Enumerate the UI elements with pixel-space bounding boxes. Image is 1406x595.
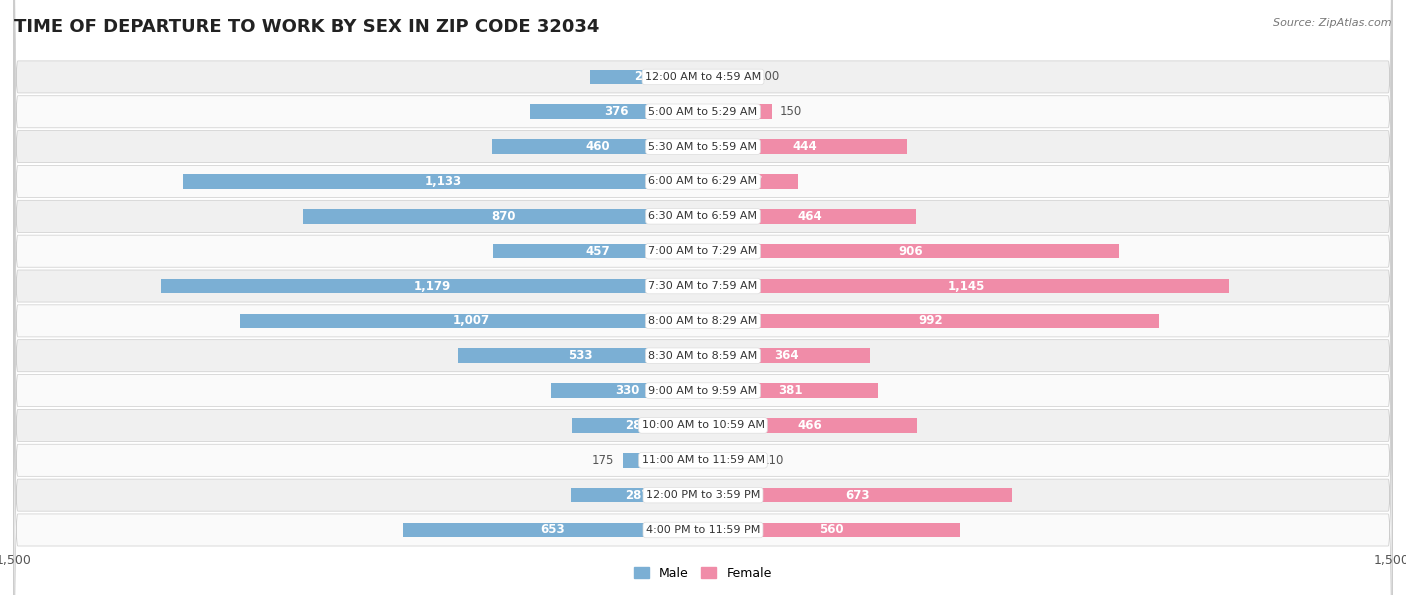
Text: 4:00 PM to 11:59 PM: 4:00 PM to 11:59 PM bbox=[645, 525, 761, 535]
Text: 110: 110 bbox=[762, 454, 785, 466]
Bar bbox=[703, 244, 1119, 258]
Text: 1,133: 1,133 bbox=[425, 175, 461, 188]
Text: 1,145: 1,145 bbox=[948, 280, 984, 293]
Text: 364: 364 bbox=[775, 349, 799, 362]
Text: 175: 175 bbox=[592, 454, 614, 466]
Text: Source: ZipAtlas.com: Source: ZipAtlas.com bbox=[1274, 18, 1392, 28]
Bar bbox=[703, 314, 1159, 328]
Text: 6:30 AM to 6:59 AM: 6:30 AM to 6:59 AM bbox=[648, 211, 758, 221]
Text: 330: 330 bbox=[614, 384, 640, 397]
Text: 1,007: 1,007 bbox=[453, 314, 491, 327]
Bar bbox=[703, 349, 870, 363]
Bar bbox=[162, 278, 703, 293]
Text: 673: 673 bbox=[845, 488, 870, 502]
Text: 560: 560 bbox=[820, 524, 844, 537]
FancyBboxPatch shape bbox=[14, 0, 1392, 340]
FancyBboxPatch shape bbox=[14, 267, 1392, 595]
Text: TIME OF DEPARTURE TO WORK BY SEX IN ZIP CODE 32034: TIME OF DEPARTURE TO WORK BY SEX IN ZIP … bbox=[14, 18, 599, 36]
Text: 7:00 AM to 7:29 AM: 7:00 AM to 7:29 AM bbox=[648, 246, 758, 256]
FancyBboxPatch shape bbox=[14, 0, 1392, 374]
Text: 9:00 AM to 9:59 AM: 9:00 AM to 9:59 AM bbox=[648, 386, 758, 396]
Bar bbox=[494, 244, 703, 258]
Text: 376: 376 bbox=[605, 105, 628, 118]
Text: 7:30 AM to 7:59 AM: 7:30 AM to 7:59 AM bbox=[648, 281, 758, 291]
Text: 5:00 AM to 5:29 AM: 5:00 AM to 5:29 AM bbox=[648, 107, 758, 117]
Bar bbox=[703, 453, 754, 468]
Bar bbox=[703, 383, 877, 398]
Bar bbox=[703, 105, 772, 119]
Text: 466: 466 bbox=[797, 419, 823, 432]
FancyBboxPatch shape bbox=[14, 198, 1392, 595]
Bar bbox=[703, 488, 1012, 502]
FancyBboxPatch shape bbox=[14, 58, 1392, 584]
Bar bbox=[458, 349, 703, 363]
Text: 870: 870 bbox=[491, 210, 516, 223]
Bar bbox=[703, 418, 917, 433]
Text: 5:30 AM to 5:59 AM: 5:30 AM to 5:59 AM bbox=[648, 142, 758, 152]
Text: 247: 247 bbox=[634, 70, 658, 83]
Text: 12:00 PM to 3:59 PM: 12:00 PM to 3:59 PM bbox=[645, 490, 761, 500]
Text: 381: 381 bbox=[779, 384, 803, 397]
Bar bbox=[492, 139, 703, 154]
Text: 444: 444 bbox=[793, 140, 817, 153]
Bar bbox=[703, 139, 907, 154]
Bar bbox=[240, 314, 703, 328]
Bar bbox=[404, 522, 703, 537]
Legend: Male, Female: Male, Female bbox=[630, 562, 776, 585]
FancyBboxPatch shape bbox=[14, 128, 1392, 595]
Text: 8:00 AM to 8:29 AM: 8:00 AM to 8:29 AM bbox=[648, 316, 758, 326]
Text: 8:30 AM to 8:59 AM: 8:30 AM to 8:59 AM bbox=[648, 350, 758, 361]
FancyBboxPatch shape bbox=[14, 162, 1392, 595]
FancyBboxPatch shape bbox=[14, 23, 1392, 549]
Text: 464: 464 bbox=[797, 210, 823, 223]
FancyBboxPatch shape bbox=[14, 0, 1392, 514]
Text: 150: 150 bbox=[780, 105, 803, 118]
Text: 533: 533 bbox=[568, 349, 593, 362]
Text: 460: 460 bbox=[585, 140, 610, 153]
Bar bbox=[589, 70, 703, 84]
FancyBboxPatch shape bbox=[14, 0, 1392, 409]
Text: 992: 992 bbox=[918, 314, 943, 327]
Bar bbox=[623, 453, 703, 468]
Text: 285: 285 bbox=[626, 419, 650, 432]
Text: 1,179: 1,179 bbox=[413, 280, 451, 293]
Text: 11:00 AM to 11:59 AM: 11:00 AM to 11:59 AM bbox=[641, 455, 765, 465]
Text: 12:00 AM to 4:59 AM: 12:00 AM to 4:59 AM bbox=[645, 72, 761, 82]
Bar bbox=[183, 174, 703, 189]
Text: 906: 906 bbox=[898, 245, 924, 258]
Text: 207: 207 bbox=[738, 175, 762, 188]
Bar bbox=[703, 174, 799, 189]
FancyBboxPatch shape bbox=[14, 0, 1392, 479]
Bar bbox=[703, 209, 917, 224]
Text: 457: 457 bbox=[586, 245, 610, 258]
Text: 653: 653 bbox=[541, 524, 565, 537]
Text: 10:00 AM to 10:59 AM: 10:00 AM to 10:59 AM bbox=[641, 421, 765, 430]
Text: 6:00 AM to 6:29 AM: 6:00 AM to 6:29 AM bbox=[648, 177, 758, 186]
Bar bbox=[530, 105, 703, 119]
Bar bbox=[572, 418, 703, 433]
Bar bbox=[703, 522, 960, 537]
FancyBboxPatch shape bbox=[14, 233, 1392, 595]
FancyBboxPatch shape bbox=[14, 0, 1392, 444]
Text: 287: 287 bbox=[624, 488, 650, 502]
Bar bbox=[304, 209, 703, 224]
Bar bbox=[703, 70, 749, 84]
Bar bbox=[703, 278, 1229, 293]
Bar bbox=[551, 383, 703, 398]
FancyBboxPatch shape bbox=[14, 93, 1392, 595]
Bar bbox=[571, 488, 703, 502]
Text: 100: 100 bbox=[758, 70, 779, 83]
